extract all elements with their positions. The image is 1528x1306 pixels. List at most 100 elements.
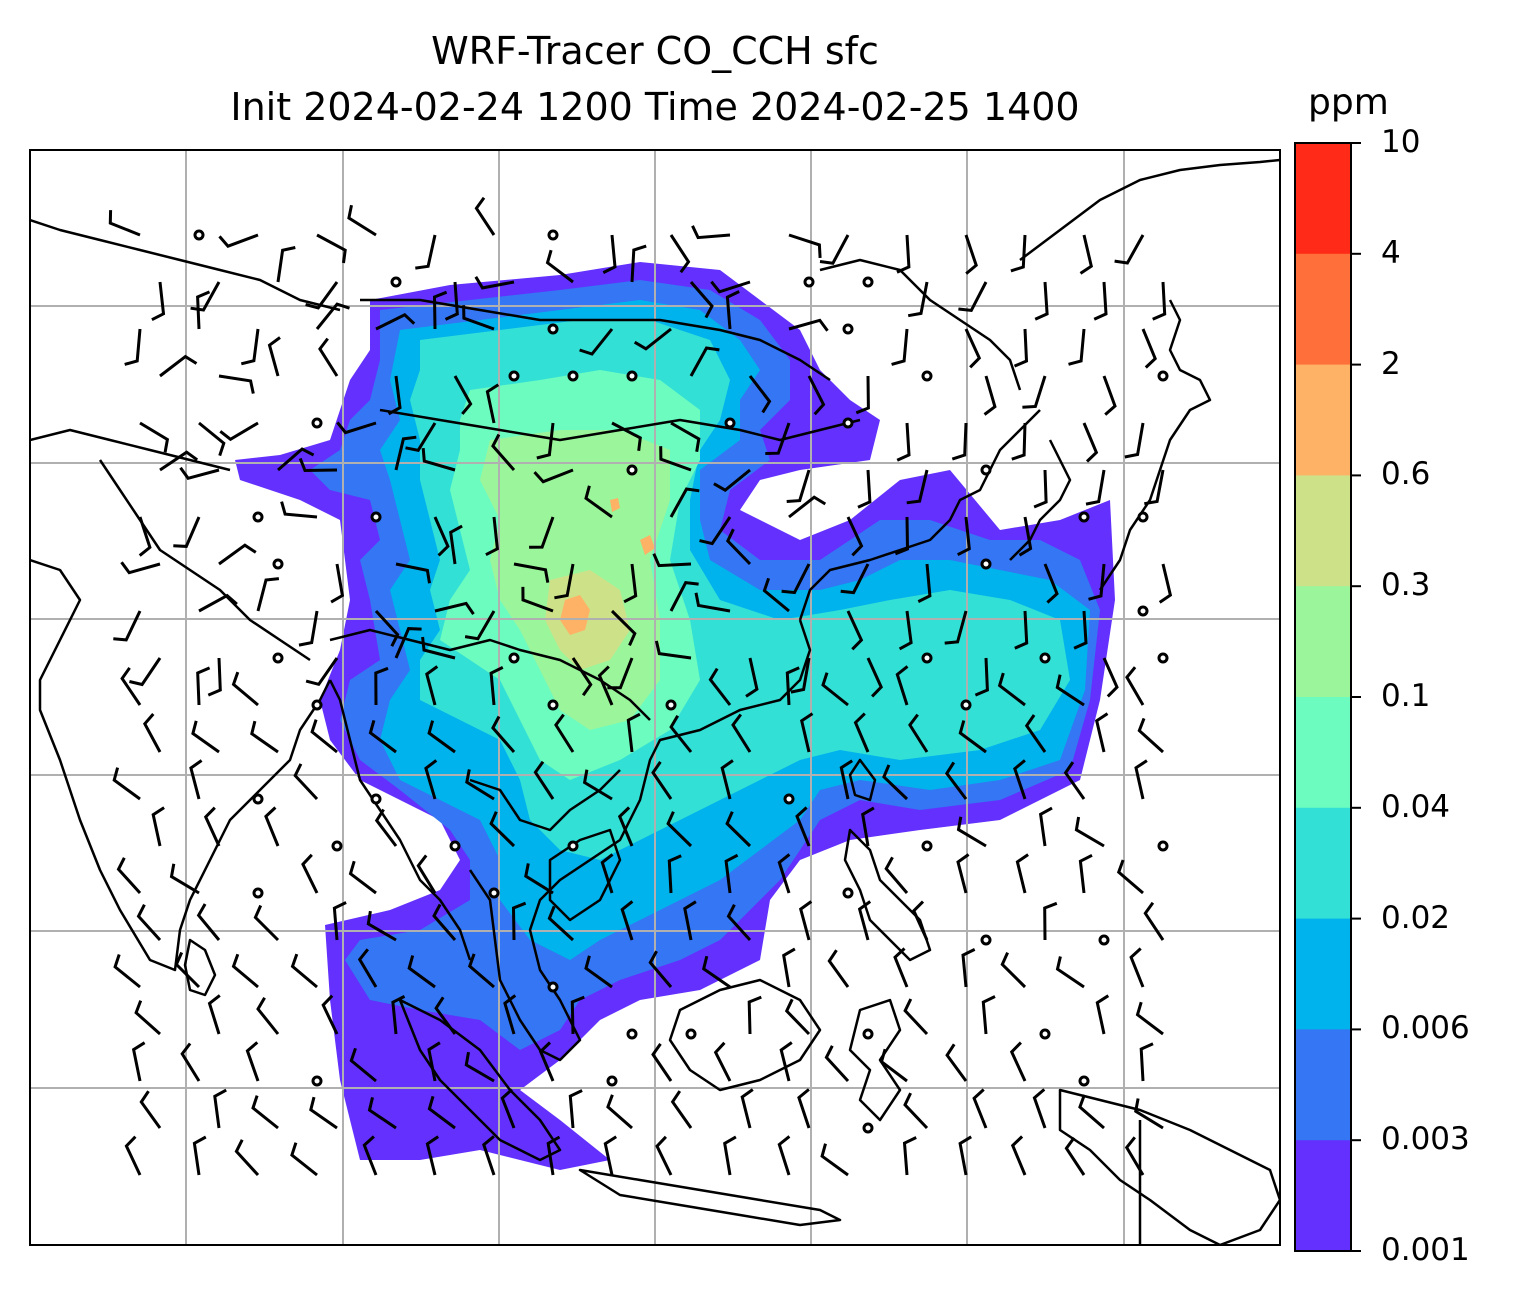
plume-band-peak2	[560, 498, 655, 635]
wind-barb	[124, 1135, 142, 1176]
wind-barb	[983, 375, 997, 416]
calm-marker	[980, 558, 992, 570]
wind-barb	[240, 328, 260, 366]
calm-marker	[862, 1028, 874, 1040]
wind-barb	[1034, 281, 1049, 321]
wind-barb	[511, 901, 527, 941]
wind-barb	[394, 627, 422, 659]
wind-barb	[1158, 563, 1173, 604]
wind-barb	[482, 1135, 496, 1176]
wind-barb	[536, 422, 555, 460]
calm-marker	[1039, 1028, 1051, 1040]
wind-barb	[129, 657, 162, 687]
calm-marker	[1137, 605, 1149, 617]
wind-barb	[894, 516, 910, 556]
wind-barb	[1124, 422, 1145, 459]
wind-barb	[207, 994, 221, 1035]
wind-barb	[666, 811, 693, 848]
wind-barb	[1078, 853, 1093, 894]
coast-gulf-thailand	[548, 828, 622, 922]
wind-barb	[310, 719, 338, 754]
wind-barb	[1129, 947, 1145, 988]
wind-barb	[533, 468, 574, 484]
wind-barb	[1135, 1001, 1164, 1036]
wind-barb	[895, 665, 909, 706]
wind-barb	[387, 375, 402, 416]
calm-marker	[606, 1075, 618, 1087]
wind-barb	[524, 863, 554, 895]
wind-barb	[113, 954, 141, 989]
wind-barb	[173, 516, 201, 548]
wind-barb	[584, 485, 613, 519]
wind-barb	[603, 1135, 618, 1176]
wind-barb	[1139, 1042, 1154, 1082]
wind-barb	[882, 764, 909, 801]
wind-barb	[290, 1142, 318, 1177]
coast-taiwan	[848, 758, 877, 802]
wind-barb	[427, 1041, 441, 1082]
calm-marker	[311, 699, 323, 711]
wind-barb	[1010, 234, 1027, 273]
wind-barb	[958, 720, 987, 754]
wind-barb	[1063, 761, 1086, 800]
coast-philippines	[843, 828, 932, 962]
wind-barb	[513, 562, 550, 583]
wind-barb	[846, 610, 864, 651]
wind-barb	[218, 233, 259, 248]
wind-barb	[1018, 516, 1033, 557]
wind-barb	[633, 327, 672, 351]
wind-barb	[1064, 1136, 1086, 1176]
wind-barb	[683, 900, 697, 941]
border-afghan	[98, 459, 311, 662]
wind-barb	[611, 421, 642, 451]
wind-barb	[903, 998, 929, 1036]
wind-barb	[1144, 469, 1165, 506]
wind-barb	[219, 421, 259, 442]
wind-barb	[669, 234, 691, 274]
wind-barb	[425, 1135, 440, 1176]
colorbar-tick-label: 0.02	[1381, 899, 1451, 936]
wind-barb	[366, 910, 397, 942]
wind-barb	[427, 1095, 456, 1130]
coast-bay-bengal	[328, 679, 472, 961]
wind-barb	[884, 856, 909, 894]
wind-barb	[807, 375, 826, 416]
wind-barb	[853, 712, 870, 753]
wind-barb	[131, 1041, 146, 1082]
colorbar-tick-label: 0.6	[1381, 456, 1431, 493]
wind-barb	[972, 1088, 988, 1129]
wind-barb	[290, 953, 318, 989]
wind-barb	[708, 667, 732, 706]
wind-barb	[1134, 1098, 1164, 1130]
wind-barb	[1124, 1136, 1145, 1176]
wind-barb	[1152, 281, 1167, 321]
wind-barb	[547, 905, 575, 942]
wind-barb	[462, 305, 495, 331]
wind-barb	[855, 375, 870, 415]
calm-marker	[508, 652, 520, 664]
wind-barb	[903, 1092, 929, 1130]
wind-barb	[489, 666, 504, 706]
wind-barb	[298, 610, 319, 647]
calm-marker	[193, 229, 205, 241]
wind-barb	[790, 657, 811, 694]
wind-barb	[597, 665, 614, 706]
wind-barb	[1082, 422, 1099, 463]
wind-barb	[113, 610, 142, 642]
wind-barb	[301, 853, 319, 894]
wind-barb	[784, 998, 811, 1036]
wind-barb	[1009, 1041, 1027, 1082]
calm-marker	[252, 511, 264, 523]
wind-barb	[779, 1041, 793, 1082]
wind-barb	[669, 715, 693, 753]
calm-marker	[1157, 840, 1169, 852]
calm-marker	[311, 417, 323, 429]
wind-barb	[896, 234, 911, 274]
wind-barb	[159, 450, 199, 472]
wind-barb	[974, 657, 989, 697]
colorbar-segment	[1295, 253, 1351, 366]
map-title-line2: Init 2024-02-24 1200 Time 2024-02-25 140…	[230, 85, 1080, 129]
calm-marker	[1039, 652, 1051, 664]
wind-barb	[840, 563, 870, 595]
wind-barb	[782, 947, 796, 988]
